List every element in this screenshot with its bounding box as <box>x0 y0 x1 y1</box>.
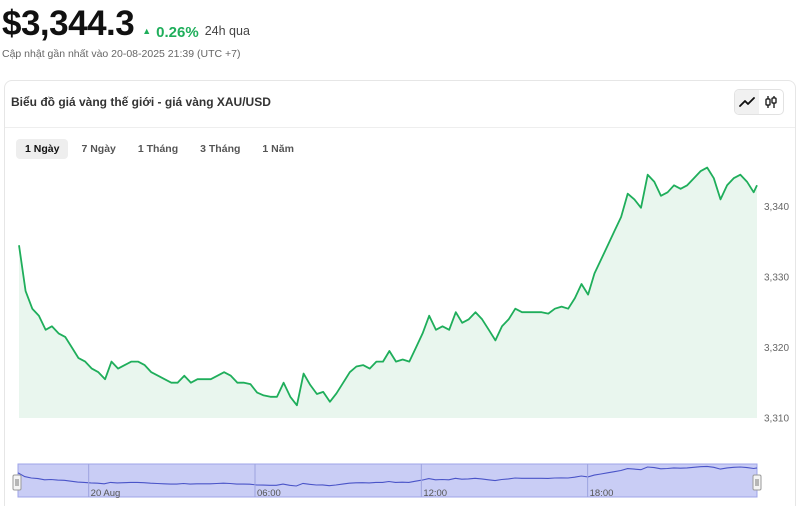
price-area <box>19 167 757 418</box>
chart-title: Biểu đồ giá vàng thế giới - giá vàng XAU… <box>11 95 271 109</box>
y-tick-label: 3,340 <box>764 202 789 213</box>
tab-1-year[interactable]: 1 Năm <box>262 143 294 155</box>
y-tick-label: 3,320 <box>764 343 789 354</box>
navigator-tick-label: 18:00 <box>590 488 614 499</box>
y-tick-label: 3,330 <box>764 272 789 283</box>
candlestick-chart-button[interactable] <box>759 90 783 114</box>
price-change: ▲ 0.26% <box>142 24 198 41</box>
price-line <box>18 166 758 407</box>
line-chart-button[interactable] <box>735 90 759 114</box>
chart-type-toggle <box>734 89 784 115</box>
navigator-handle-right[interactable] <box>752 474 762 491</box>
last-updated: Cập nhật gần nhất vào 20-08-2025 21:39 (… <box>2 48 241 60</box>
navigator-handle-left[interactable] <box>12 474 22 491</box>
tab-7-days[interactable]: 7 Ngày <box>81 143 116 155</box>
price-change-percent: 0.26% <box>156 23 199 41</box>
current-price: $3,344.3 <box>2 4 135 43</box>
tab-1-day[interactable]: 1 Ngày <box>16 139 69 159</box>
navigator-tick-label: 20 Aug <box>91 488 121 499</box>
navigator-selection[interactable] <box>17 463 758 498</box>
tab-3-months[interactable]: 3 Tháng <box>200 143 241 155</box>
card-divider <box>5 127 795 128</box>
change-period: 24h qua <box>204 24 250 38</box>
navigator-axis: 20 Aug 06:00 12:00 18:00 <box>88 464 614 499</box>
line-chart-icon <box>739 97 755 107</box>
navigator-tick-label: 12:00 <box>423 488 447 499</box>
navigator-tick-label: 06:00 <box>257 488 281 499</box>
time-range-tabs: 1 Ngày 7 Ngày 1 Tháng 3 Tháng 1 Năm <box>16 139 303 159</box>
y-tick-label: 3,310 <box>764 414 789 425</box>
price-header: $3,344.3 ▲ 0.26% 24h qua <box>2 4 250 44</box>
price-chart: 3,310 3,320 3,330 3,340 <box>18 166 789 425</box>
candlestick-icon <box>765 96 777 108</box>
triangle-up-icon: ▲ <box>142 26 152 36</box>
navigator-line <box>17 465 758 487</box>
y-axis: 3,310 3,320 3,330 3,340 <box>764 202 789 425</box>
tab-1-month[interactable]: 1 Tháng <box>137 143 179 155</box>
